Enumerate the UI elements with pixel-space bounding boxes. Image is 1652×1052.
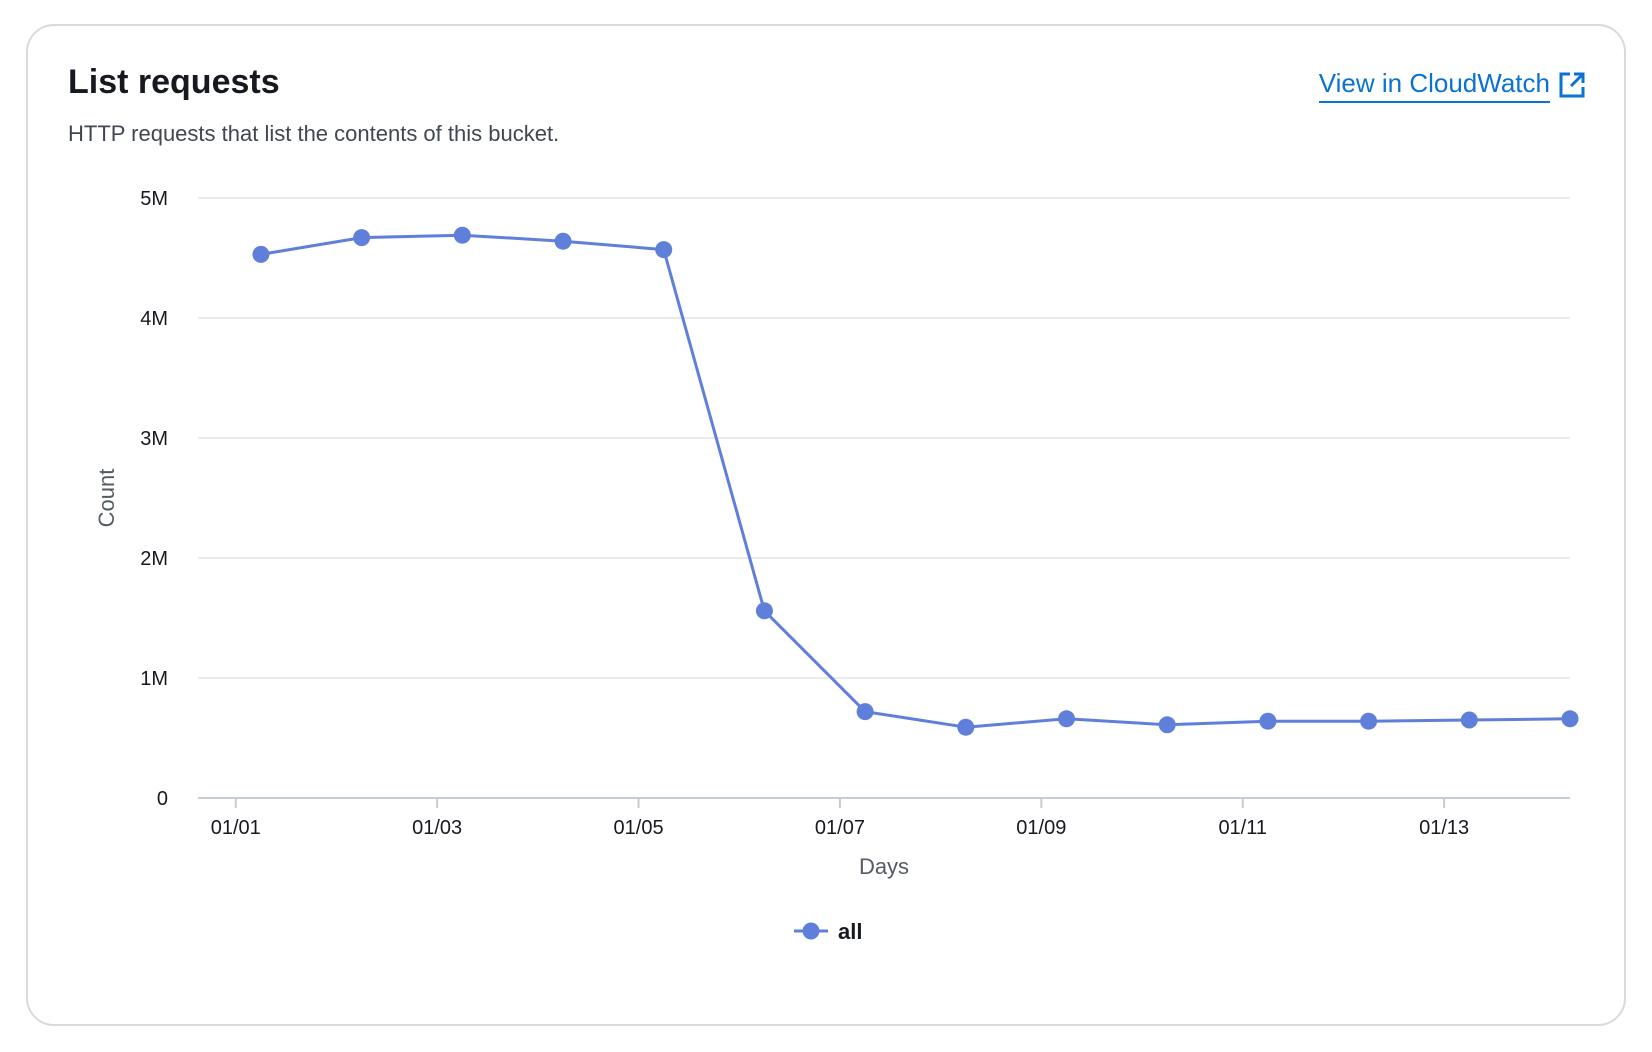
x-tick-label: 01/05	[614, 817, 664, 839]
data-point	[1158, 716, 1176, 734]
data-point	[353, 229, 371, 247]
x-tick-label: 01/13	[1419, 817, 1469, 839]
x-tick-label: 01/03	[412, 817, 462, 839]
y-tick-label: 0	[157, 788, 168, 810]
y-tick-label: 2M	[140, 548, 168, 570]
y-tick-label: 1M	[140, 668, 168, 690]
x-axis-title: Days	[859, 854, 909, 879]
external-link-icon	[1558, 71, 1586, 99]
data-point	[1259, 712, 1277, 730]
data-point	[957, 718, 975, 736]
grid-lines	[198, 197, 1570, 679]
card-subtitle: HTTP requests that list the contents of …	[68, 121, 560, 146]
x-tick-label: 01/09	[1016, 817, 1066, 839]
view-in-cloudwatch-label: View in CloudWatch	[1318, 66, 1550, 103]
data-point	[554, 232, 572, 250]
legend-label-all: all	[838, 919, 862, 944]
y-tick-label: 3M	[140, 428, 168, 450]
axes: 0 1M 2M 3M 4M 5M 01/01 01/03 01/05 01/07 01/09 01/1…	[94, 188, 1570, 879]
card-title: List requests	[68, 63, 280, 101]
view-in-cloudwatch-link[interactable]: View in CloudWatch	[1318, 66, 1586, 103]
y-axis-title: Count	[94, 469, 119, 528]
data-point	[1360, 712, 1378, 730]
data-point	[655, 241, 673, 259]
legend-marker	[802, 922, 820, 940]
x-tick-label: 01/07	[815, 817, 865, 839]
data-point	[1058, 710, 1076, 728]
legend[interactable]: all	[794, 919, 862, 944]
series-all	[252, 226, 1579, 736]
list-requests-card: List requests HTTP requests that list th…	[26, 24, 1626, 1026]
data-point	[252, 245, 270, 263]
y-tick-label: 5M	[140, 188, 168, 210]
data-point	[856, 703, 874, 721]
y-tick-label: 4M	[140, 308, 168, 330]
data-point	[1460, 711, 1478, 729]
series-line-all	[260, 233, 1571, 729]
data-point	[755, 602, 773, 620]
x-tick-label: 01/11	[1218, 817, 1267, 839]
data-point	[1561, 710, 1579, 728]
data-point	[453, 226, 471, 244]
x-tick-label: 01/01	[211, 817, 261, 839]
